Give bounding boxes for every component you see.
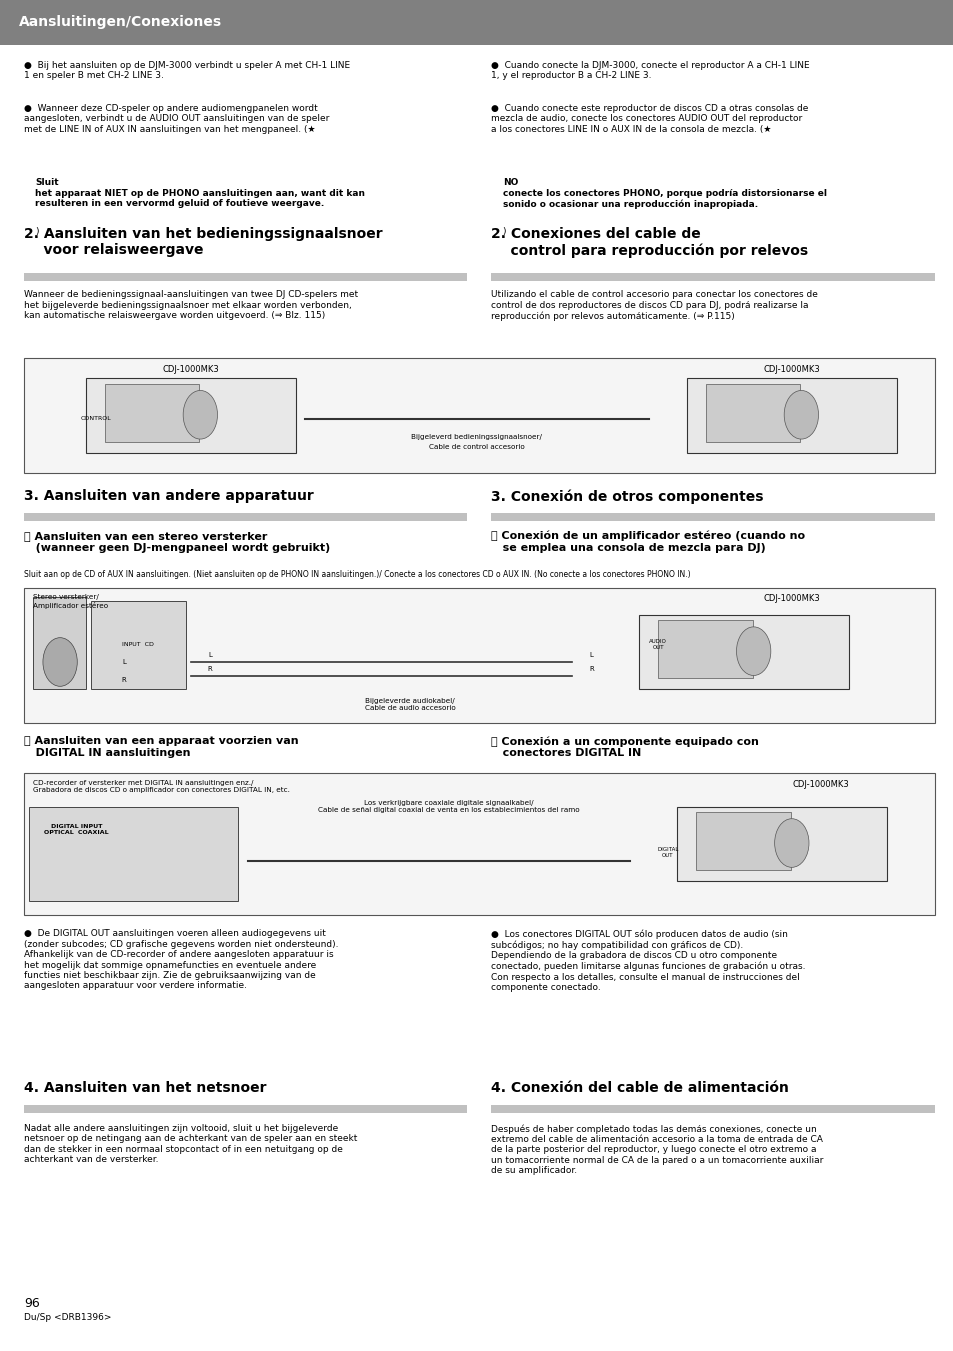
Text: Bijgeleverde audiokabel/
Cable de audio accesorio: Bijgeleverde audiokabel/ Cable de audio … xyxy=(364,698,456,712)
Text: 2. Conexiones del cable de
    control para reproducción por relevos: 2. Conexiones del cable de control para … xyxy=(491,227,807,258)
Circle shape xyxy=(183,390,217,439)
Bar xyxy=(491,1105,934,1113)
Text: Bijgeleverd bedieningssignaalsnoer/: Bijgeleverd bedieningssignaalsnoer/ xyxy=(411,434,542,439)
Text: R: R xyxy=(122,677,126,682)
Text: 3. Aansluiten van andere apparatuur: 3. Aansluiten van andere apparatuur xyxy=(24,489,314,503)
Text: AUDIO
OUT: AUDIO OUT xyxy=(649,639,666,650)
Text: R: R xyxy=(208,666,212,671)
Text: Stereo versterker/
Amplificador estéreo: Stereo versterker/ Amplificador estéreo xyxy=(33,594,109,609)
Bar xyxy=(24,273,467,281)
Text: 96: 96 xyxy=(24,1297,40,1310)
Text: CDJ-1000MK3: CDJ-1000MK3 xyxy=(162,365,219,374)
Bar xyxy=(91,601,186,689)
Text: L: L xyxy=(122,659,126,665)
Text: ●  Bij het aansluiten op de DJM-3000 verbindt u speler A met CH-1 LINE
1 en spel: ● Bij het aansluiten op de DJM-3000 verb… xyxy=(24,61,350,80)
Text: CDJ-1000MK3: CDJ-1000MK3 xyxy=(762,594,820,604)
Text: Du/Sp <DRB1396>: Du/Sp <DRB1396> xyxy=(24,1313,112,1323)
Text: R: R xyxy=(589,666,593,671)
Text: Ⓑ Aansluiten van een apparaat voorzien van
   DIGITAL IN aansluitingen: Ⓑ Aansluiten van een apparaat voorzien v… xyxy=(24,736,298,758)
Bar xyxy=(33,597,86,689)
Text: ): ) xyxy=(35,227,39,236)
Text: Los verkrijgbare coaxiale digitale signaalkabel/
Cable de señal digital coaxial : Los verkrijgbare coaxiale digitale signa… xyxy=(317,800,578,813)
Text: L: L xyxy=(589,653,593,658)
Text: Después de haber completado todas las demás conexiones, conecte un
extremo del c: Después de haber completado todas las de… xyxy=(491,1124,822,1175)
Text: DIGITAL
OUT: DIGITAL OUT xyxy=(657,847,678,858)
Circle shape xyxy=(43,638,77,686)
Bar xyxy=(24,773,934,915)
Bar xyxy=(24,588,934,723)
Bar xyxy=(491,273,934,281)
Text: Cable de control accesorio: Cable de control accesorio xyxy=(429,444,524,450)
Circle shape xyxy=(774,819,808,867)
Text: Ⓑ Conexión a un componente equipado con
   conectores DIGITAL IN: Ⓑ Conexión a un componente equipado con … xyxy=(491,736,759,758)
Text: ): ) xyxy=(502,227,506,236)
Bar xyxy=(0,0,953,45)
Text: Nadat alle andere aansluitingen zijn voltooid, sluit u het bijgeleverde
netsnoer: Nadat alle andere aansluitingen zijn vol… xyxy=(24,1124,356,1165)
Text: 4. Conexión del cable de alimentación: 4. Conexión del cable de alimentación xyxy=(491,1081,788,1094)
Text: Ⓐ Conexión de un amplificador estéreo (cuando no
   se emplea una consola de mez: Ⓐ Conexión de un amplificador estéreo (c… xyxy=(491,531,804,553)
Bar xyxy=(639,615,848,689)
Text: ●  De DIGITAL OUT aansluitingen voeren alleen audiogegevens uit
(zonder subcodes: ● De DIGITAL OUT aansluitingen voeren al… xyxy=(24,929,338,990)
Text: ●  Cuando conecte este reproductor de discos CD a otras consolas de
mezcla de au: ● Cuando conecte este reproductor de dis… xyxy=(491,104,808,134)
Bar xyxy=(24,358,934,473)
Bar xyxy=(686,378,896,453)
Text: CDJ-1000MK3: CDJ-1000MK3 xyxy=(791,780,848,789)
Text: INPUT  CD: INPUT CD xyxy=(122,642,154,647)
Text: CDJ-1000MK3: CDJ-1000MK3 xyxy=(762,365,820,374)
Circle shape xyxy=(736,627,770,676)
Circle shape xyxy=(783,390,818,439)
Text: Aansluitingen/Conexiones: Aansluitingen/Conexiones xyxy=(19,15,222,30)
Text: Sluit aan op de CD of AUX IN aansluitingen. (Niet aansluiten op de PHONO IN aans: Sluit aan op de CD of AUX IN aansluiting… xyxy=(24,570,690,580)
Bar xyxy=(29,807,238,901)
Text: CONTROL: CONTROL xyxy=(81,416,112,422)
Bar xyxy=(658,620,752,678)
Text: Wanneer de bedieningssignaal-aansluitingen van twee DJ CD-spelers met
het bijgel: Wanneer de bedieningssignaal-aansluiting… xyxy=(24,290,357,320)
Text: ●  Los conectores DIGITAL OUT sólo producen datos de audio (sin
subcódigos; no h: ● Los conectores DIGITAL OUT sólo produc… xyxy=(491,929,805,992)
Text: L: L xyxy=(208,653,212,658)
Text: CD-recorder of versterker met DIGITAL IN aansluitingen enz./
Grabadora de discos: CD-recorder of versterker met DIGITAL IN… xyxy=(33,780,290,793)
Bar xyxy=(491,513,934,521)
Text: ●  Wanneer deze CD-speler op andere audiomengpanelen wordt
aangesloten, verbindt: ● Wanneer deze CD-speler op andere audio… xyxy=(24,104,329,134)
Bar xyxy=(696,812,790,870)
Text: Ⓐ Aansluiten van een stereo versterker
   (wanneer geen DJ-mengpaneel wordt gebr: Ⓐ Aansluiten van een stereo versterker (… xyxy=(24,531,330,553)
Text: DIGITAL INPUT
OPTICAL  COAXIAL: DIGITAL INPUT OPTICAL COAXIAL xyxy=(44,824,109,835)
Text: 4. Aansluiten van het netsnoer: 4. Aansluiten van het netsnoer xyxy=(24,1081,266,1094)
Bar xyxy=(705,384,800,442)
Bar xyxy=(105,384,199,442)
Bar xyxy=(677,807,886,881)
Text: 3. Conexión de otros componentes: 3. Conexión de otros componentes xyxy=(491,489,763,504)
Text: Sluit
het apparaat NIET op de PHONO aansluitingen aan, want dit kan
resulteren i: Sluit het apparaat NIET op de PHONO aans… xyxy=(35,178,365,208)
Bar xyxy=(24,1105,467,1113)
Text: Utilizando el cable de control accesorio para conectar los conectores de
control: Utilizando el cable de control accesorio… xyxy=(491,290,818,322)
Text: ●  Cuando conecte la DJM-3000, conecte el reproductor A a CH-1 LINE
1, y el repr: ● Cuando conecte la DJM-3000, conecte el… xyxy=(491,61,809,80)
Bar xyxy=(24,513,467,521)
Text: NO
conecte los conectores PHONO, porque podría distorsionarse el
sonido o ocasio: NO conecte los conectores PHONO, porque … xyxy=(502,178,826,209)
Text: 2. Aansluiten van het bedieningssignaalsnoer
    voor relaisweergave: 2. Aansluiten van het bedieningssignaals… xyxy=(24,227,382,257)
Bar xyxy=(86,378,295,453)
